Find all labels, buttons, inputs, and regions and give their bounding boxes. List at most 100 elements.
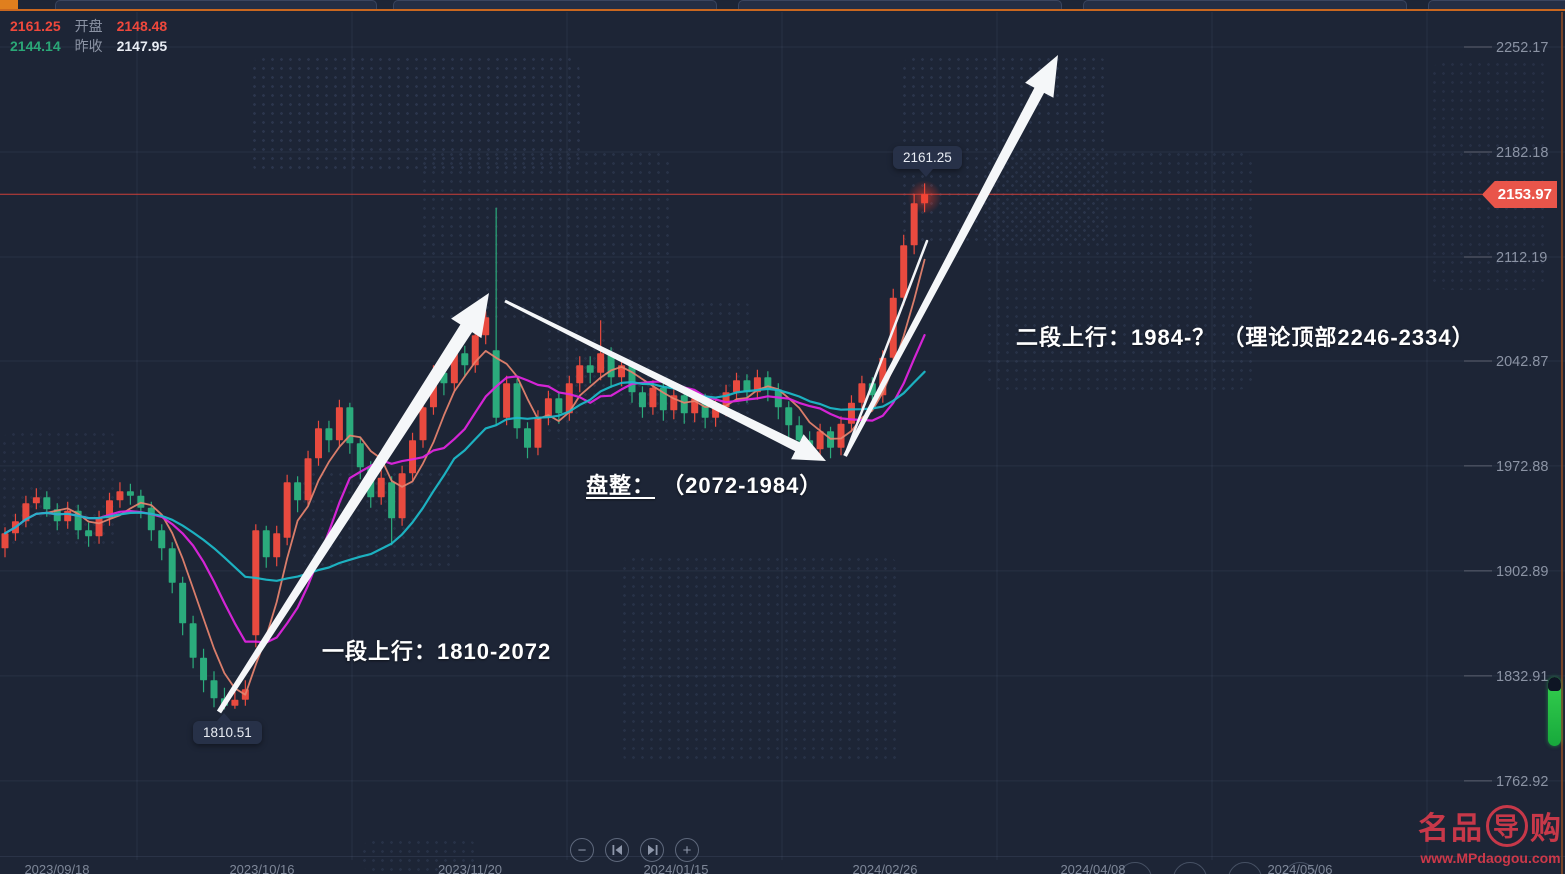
candle: [252, 530, 260, 636]
step-back-button[interactable]: [605, 838, 629, 862]
candle: [388, 482, 396, 519]
candle: [503, 383, 511, 418]
candle: [231, 699, 239, 706]
candle: [335, 407, 343, 441]
candle: [294, 482, 302, 501]
candle: [597, 353, 605, 373]
vertical-scroll-indicator[interactable]: [1548, 677, 1561, 746]
ticker-open-value: 2148.48: [116, 18, 168, 34]
ticker-prevclose-value: 2147.95: [116, 38, 168, 54]
candle: [513, 383, 521, 429]
candle: [910, 203, 918, 246]
candle: [743, 380, 751, 393]
candle: [795, 425, 803, 441]
right-edge-accent-line: [1561, 12, 1563, 874]
candle: [283, 482, 291, 538]
candle: [419, 407, 427, 441]
browser-tab-remnant[interactable]: [55, 0, 377, 10]
candle: [680, 395, 688, 414]
candle: [398, 473, 406, 519]
browser-tab-remnant[interactable]: [1083, 0, 1407, 10]
browser-tab-remnant[interactable]: [1428, 0, 1565, 10]
annotation-consolidation: 盘整： （2072-1984）: [586, 468, 822, 500]
zoom-in-button[interactable]: +: [675, 838, 699, 862]
annotation-consolidation-range: （2072-1984）: [655, 473, 823, 498]
candle: [356, 443, 364, 468]
annotation-consolidation-head: 盘整：: [586, 473, 656, 498]
candle: [576, 365, 584, 384]
candle: [638, 392, 646, 408]
browser-tab-remnant[interactable]: [738, 0, 1062, 10]
step-forward-button[interactable]: [640, 838, 664, 862]
background-dot-pattern: [1430, 60, 1550, 290]
annotation-leg1: 一段上行：1810-2072: [322, 639, 552, 664]
candle: [409, 440, 417, 474]
background-dot-pattern: [620, 555, 900, 765]
background-dot-pattern: [985, 150, 1255, 390]
skip-back-icon: [612, 845, 622, 855]
watermark: 名品 导 购 www.MPdaogou.com: [1418, 803, 1563, 866]
y-axis-label: 1902.89: [1496, 564, 1548, 580]
top-accent-line: [0, 9, 1565, 11]
candle: [304, 458, 312, 501]
background-dot-pattern: [250, 55, 580, 175]
annotation-leg2: 二段上行：1984-？ （理论顶部2246-2334）: [1016, 325, 1475, 350]
browser-tab-remnant[interactable]: [393, 0, 717, 10]
y-axis-label: 2042.87: [1496, 354, 1548, 370]
candle: [471, 335, 479, 366]
zoom-out-button[interactable]: −: [570, 838, 594, 862]
y-axis-label: 2112.19: [1496, 250, 1547, 266]
trend-arrow-2: [504, 299, 826, 461]
price-ticker: 2161.25 开盘 2148.48 2144.14 昨收 2147.95: [10, 16, 167, 56]
candle: [22, 503, 30, 522]
y-axis-label: 2252.17: [1496, 40, 1548, 56]
y-axis-label: 2182.18: [1496, 145, 1548, 161]
marker-pointer-icon: [919, 169, 933, 177]
candle: [837, 423, 845, 448]
x-axis-label: 2024/01/15: [643, 862, 708, 874]
background-dot-pattern: [360, 838, 480, 874]
candle: [147, 507, 155, 531]
x-axis-label: 2023/10/16: [229, 862, 294, 874]
x-axis-separator: [0, 856, 1565, 857]
candle: [137, 495, 145, 508]
candle: [64, 510, 72, 522]
x-axis-label: 2023/09/18: [24, 862, 89, 874]
ma-line-ma20: [3, 370, 926, 582]
candle: [210, 680, 218, 699]
candle: [346, 407, 354, 444]
y-axis-label: 1832.91: [1496, 669, 1548, 685]
candle: [492, 350, 500, 418]
candle: [628, 365, 636, 393]
low-price-marker: 1810.51: [193, 713, 262, 744]
high-price-marker: 2161.25: [893, 146, 962, 177]
candle: [85, 530, 93, 537]
x-axis-label: 2023/11/20: [438, 862, 502, 874]
candle: [1, 533, 9, 549]
candle: [116, 491, 124, 501]
ticker-low-price: 2144.14: [10, 38, 61, 54]
skip-forward-icon: [647, 845, 657, 855]
trend-arrow-3: [843, 55, 1058, 457]
candle: [325, 428, 333, 441]
active-tab-accent: [0, 0, 18, 9]
candle: [816, 431, 824, 450]
logo-text-left: 名品: [1418, 811, 1484, 846]
ticker-last-price: 2161.25: [10, 18, 61, 34]
candle: [168, 548, 176, 583]
candle: [43, 497, 51, 510]
trend-line: [844, 239, 929, 455]
watermark-url: www.MPdaogou.com: [1420, 850, 1561, 866]
candle: [524, 428, 531, 448]
x-axis-label: 2024/04/08: [1060, 862, 1125, 874]
y-axis-label: 1972.88: [1496, 459, 1548, 475]
logo-text-right: 购: [1530, 811, 1563, 846]
candle: [461, 353, 469, 366]
scroll-indicator-cap: [1548, 677, 1561, 691]
logo-circled-char: 导: [1486, 804, 1528, 847]
candle: [555, 398, 563, 414]
candle: [858, 383, 866, 403]
candle: [565, 383, 573, 414]
